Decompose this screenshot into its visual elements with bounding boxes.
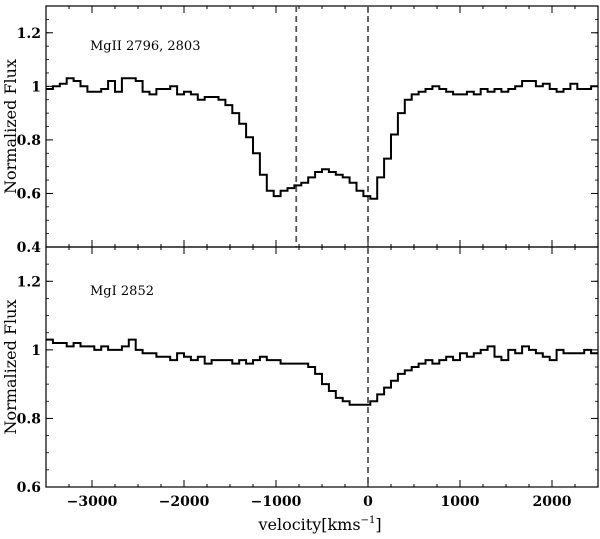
mgii-y-axis-title: Normalized Flux <box>1 59 20 194</box>
mgi-y-tick-label: 0.8 <box>17 411 41 427</box>
mgii-y-tick-label: 0.8 <box>17 133 41 149</box>
mgi-panel: 0.6 0.8 1 1.2 MgI 2852 Normalized Flux <box>1 246 599 496</box>
mgi-panel-label: MgI 2852 <box>90 284 154 299</box>
x-tick-label: −3000 <box>67 494 118 510</box>
mgi-y-tick-label: 1.2 <box>17 274 41 290</box>
mgii-y-tick-label: 0.4 <box>17 240 42 256</box>
x-tick-labels: −3000 −2000 −1000 0 1000 2000 <box>67 494 572 510</box>
mgi-y-tick-label: 1 <box>31 343 41 359</box>
mgii-y-tick-label: 0.6 <box>17 186 41 202</box>
mgi-frame <box>45 246 599 488</box>
mgi-y-tick-label: 0.6 <box>17 480 41 496</box>
mgii-y-tick-label: 1 <box>31 79 41 95</box>
mgi-spectrum-line <box>46 338 598 406</box>
x-tick-label: −1000 <box>251 494 302 510</box>
x-axis-title: velocity[kms−1] <box>257 515 381 534</box>
mgii-panel-label: MgII 2796, 2803 <box>90 39 200 54</box>
mgii-spectrum-line <box>46 77 598 200</box>
mgii-panel: 0.4 0.6 0.8 1 1.2 MgII 2796, 2803 Normalized F… <box>1 5 599 256</box>
x-tick-label: 1000 <box>441 494 480 510</box>
mgi-y-axis-title: Normalized Flux <box>1 300 20 435</box>
x-tick-label: 0 <box>363 494 373 510</box>
x-tick-label: 2000 <box>533 494 572 510</box>
mgii-y-tick-label: 1.2 <box>17 26 41 42</box>
x-tick-label: −2000 <box>159 494 210 510</box>
